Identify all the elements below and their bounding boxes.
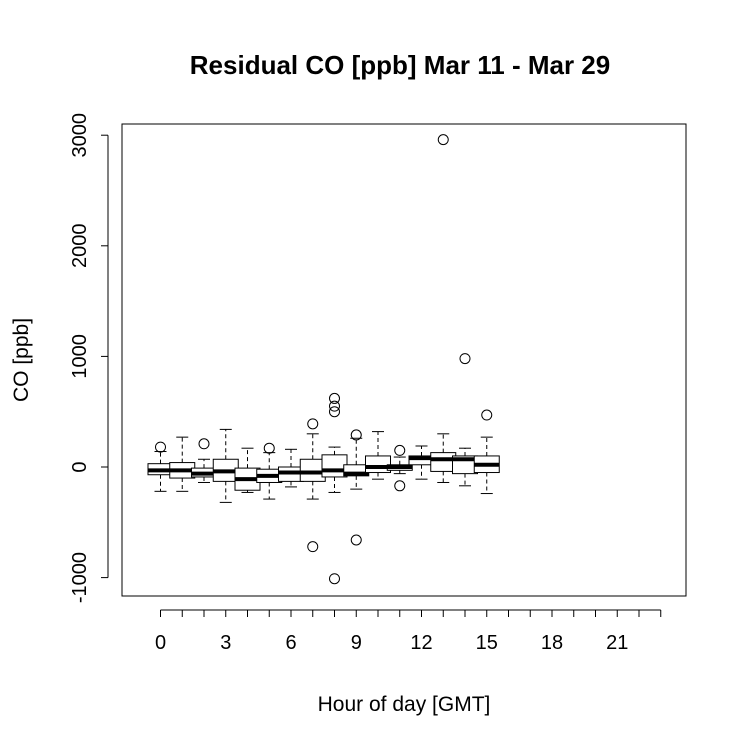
chart-title: Residual CO [ppb] Mar 11 - Mar 29: [190, 50, 610, 80]
box-hour-12: [408, 445, 435, 480]
x-tick-label: 3: [220, 632, 231, 654]
box-hour-15: [473, 409, 500, 495]
outlier-point: [329, 406, 340, 418]
outlier-point: [329, 392, 340, 404]
box-hour-3: [212, 428, 239, 503]
box-hour-5: [256, 442, 283, 500]
box-hour-4: [234, 447, 261, 493]
y-tick-label: 1000: [69, 334, 91, 379]
y-axis-label: CO [ppb]: [10, 318, 33, 402]
outlier-point: [329, 573, 340, 585]
outlier-point: [481, 409, 493, 421]
outlier-point: [198, 438, 210, 450]
outlier-point: [394, 480, 406, 492]
x-axis: 0 3 6 9 12 15 18 21: [155, 609, 662, 654]
y-tick-label: 2000: [69, 224, 91, 268]
y-axis: -1000 0 1000 2000 3000: [69, 113, 109, 603]
box-hour-1: [169, 436, 196, 492]
plot-area-frame: [121, 123, 687, 597]
box-hour-6: [278, 448, 304, 488]
outlier-point: [155, 441, 166, 453]
outlier-point: [350, 534, 362, 546]
outlier-point: [459, 353, 471, 365]
box-hour-13: [430, 134, 457, 483]
boxes-layer: [147, 134, 500, 585]
x-tick-label: 18: [541, 632, 563, 654]
x-axis-label: Hour of day [GMT]: [318, 693, 491, 716]
x-tick-label: 15: [476, 632, 498, 654]
outlier-point: [263, 442, 275, 454]
box-hour-11: [386, 444, 413, 492]
box-hour-9: [343, 429, 370, 546]
x-tick-label: 12: [410, 632, 432, 654]
outlier-point: [350, 429, 362, 441]
outlier-point: [307, 418, 319, 430]
y-tick-label: 3000: [69, 113, 91, 158]
x-tick-label: 9: [351, 632, 362, 654]
box-hour-7: [299, 418, 326, 553]
x-tick-label: 21: [606, 632, 628, 654]
box-hour-14: [452, 353, 478, 487]
outlier-point: [394, 444, 406, 456]
outlier-point: [437, 134, 449, 146]
outlier-point: [307, 541, 319, 553]
outlier-point: [329, 400, 340, 412]
y-tick-label: -1000: [69, 552, 91, 603]
box-hour-10: [365, 431, 391, 480]
x-tick-label: 6: [285, 632, 296, 654]
x-tick-label: 0: [155, 632, 166, 654]
y-tick-label: 0: [69, 461, 91, 472]
box-hour-8: [321, 392, 348, 585]
